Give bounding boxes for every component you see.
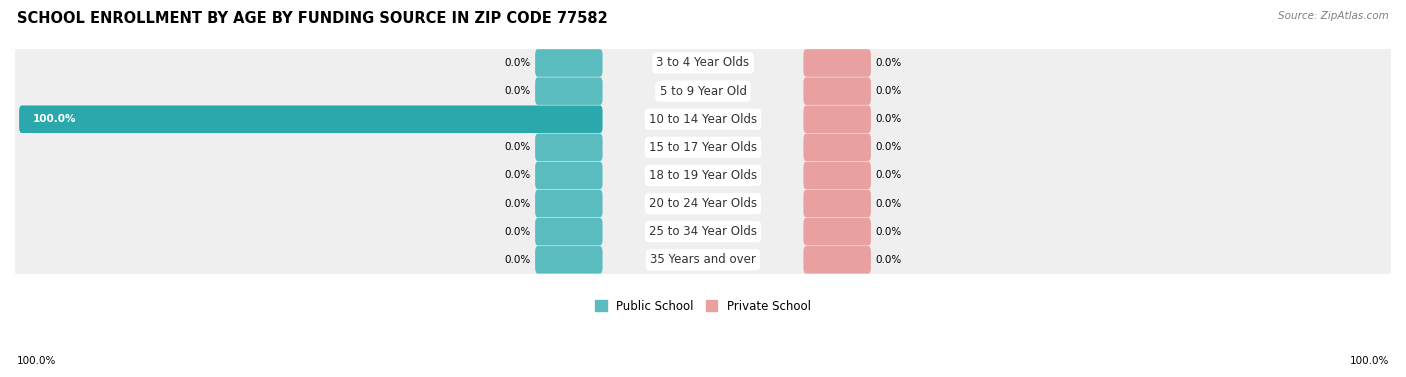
Text: 25 to 34 Year Olds: 25 to 34 Year Olds [650, 225, 756, 238]
Text: 15 to 17 Year Olds: 15 to 17 Year Olds [650, 141, 756, 154]
FancyBboxPatch shape [803, 106, 870, 133]
Text: 0.0%: 0.0% [875, 199, 901, 208]
Text: 100.0%: 100.0% [32, 114, 76, 124]
FancyBboxPatch shape [536, 49, 603, 77]
FancyBboxPatch shape [803, 77, 870, 105]
FancyBboxPatch shape [803, 162, 870, 189]
FancyBboxPatch shape [536, 190, 603, 218]
Text: 0.0%: 0.0% [875, 227, 901, 237]
FancyBboxPatch shape [15, 157, 1391, 194]
Text: Source: ZipAtlas.com: Source: ZipAtlas.com [1278, 11, 1389, 21]
Text: 0.0%: 0.0% [505, 227, 531, 237]
Text: 3 to 4 Year Olds: 3 to 4 Year Olds [657, 57, 749, 69]
FancyBboxPatch shape [15, 101, 1391, 138]
Text: 20 to 24 Year Olds: 20 to 24 Year Olds [650, 197, 756, 210]
Text: 0.0%: 0.0% [875, 58, 901, 68]
Text: 0.0%: 0.0% [875, 255, 901, 265]
FancyBboxPatch shape [536, 77, 603, 105]
Text: 0.0%: 0.0% [875, 114, 901, 124]
Legend: Public School, Private School: Public School, Private School [591, 295, 815, 317]
FancyBboxPatch shape [15, 242, 1391, 278]
FancyBboxPatch shape [20, 106, 603, 133]
FancyBboxPatch shape [15, 45, 1391, 81]
FancyBboxPatch shape [15, 129, 1391, 166]
Text: 0.0%: 0.0% [505, 143, 531, 152]
FancyBboxPatch shape [536, 162, 603, 189]
Text: 10 to 14 Year Olds: 10 to 14 Year Olds [650, 113, 756, 126]
Text: 18 to 19 Year Olds: 18 to 19 Year Olds [650, 169, 756, 182]
Text: 0.0%: 0.0% [875, 143, 901, 152]
FancyBboxPatch shape [803, 49, 870, 77]
FancyBboxPatch shape [803, 190, 870, 218]
Text: 0.0%: 0.0% [875, 86, 901, 96]
FancyBboxPatch shape [15, 185, 1391, 222]
FancyBboxPatch shape [15, 213, 1391, 250]
Text: 0.0%: 0.0% [505, 255, 531, 265]
Text: 100.0%: 100.0% [1350, 356, 1389, 366]
Text: 0.0%: 0.0% [505, 58, 531, 68]
FancyBboxPatch shape [803, 218, 870, 245]
FancyBboxPatch shape [15, 73, 1391, 109]
Text: 35 Years and over: 35 Years and over [650, 253, 756, 266]
FancyBboxPatch shape [536, 218, 603, 245]
Text: 5 to 9 Year Old: 5 to 9 Year Old [659, 84, 747, 98]
FancyBboxPatch shape [536, 246, 603, 274]
Text: 100.0%: 100.0% [17, 356, 56, 366]
FancyBboxPatch shape [803, 133, 870, 161]
Text: 0.0%: 0.0% [505, 199, 531, 208]
Text: 0.0%: 0.0% [505, 86, 531, 96]
Text: 0.0%: 0.0% [875, 170, 901, 181]
FancyBboxPatch shape [803, 246, 870, 274]
Text: SCHOOL ENROLLMENT BY AGE BY FUNDING SOURCE IN ZIP CODE 77582: SCHOOL ENROLLMENT BY AGE BY FUNDING SOUR… [17, 11, 607, 26]
Text: 0.0%: 0.0% [505, 170, 531, 181]
FancyBboxPatch shape [536, 133, 603, 161]
